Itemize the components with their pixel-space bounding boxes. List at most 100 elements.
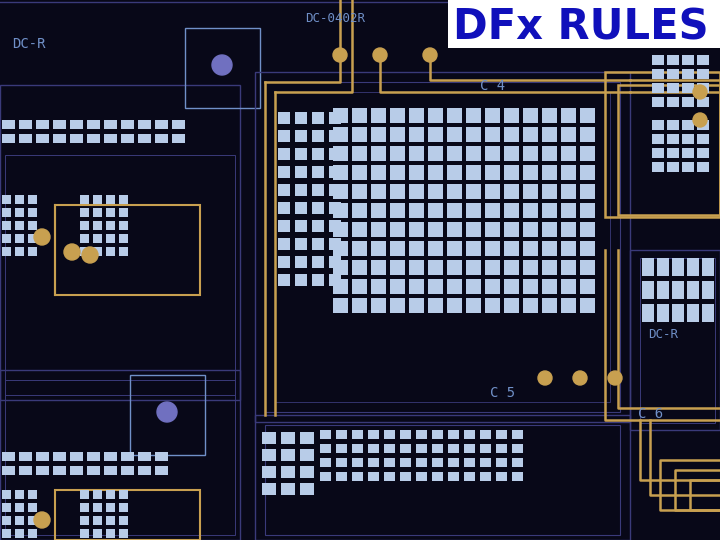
Bar [447, 279, 462, 294]
Bar [697, 120, 709, 130]
Bar [70, 452, 83, 461]
Bar [28, 503, 37, 512]
Bar [371, 184, 386, 199]
Bar [119, 516, 128, 525]
Bar [352, 108, 367, 123]
Bar [352, 260, 367, 275]
Bar [352, 184, 367, 199]
Bar [368, 444, 379, 453]
Bar [333, 108, 348, 123]
Bar [2, 247, 11, 256]
Bar [447, 146, 462, 161]
Bar [2, 516, 11, 525]
Bar [93, 247, 102, 256]
Bar [329, 274, 341, 286]
Bar [504, 184, 519, 199]
Bar [542, 279, 557, 294]
Bar [466, 222, 481, 237]
Bar [561, 127, 576, 142]
Bar [504, 222, 519, 237]
Bar [580, 108, 595, 123]
Bar [333, 184, 348, 199]
Bar [281, 483, 295, 495]
Bar [657, 281, 669, 299]
Bar [28, 234, 37, 243]
Bar [121, 134, 134, 143]
Bar [561, 241, 576, 256]
Bar [428, 146, 443, 161]
Bar [428, 184, 443, 199]
Bar [428, 165, 443, 180]
Bar [561, 165, 576, 180]
Bar [447, 203, 462, 218]
Bar [312, 184, 324, 196]
Bar [2, 221, 11, 230]
Bar [320, 430, 331, 439]
Bar [300, 449, 314, 461]
Bar [672, 304, 684, 322]
Bar [281, 432, 295, 444]
Bar [106, 516, 115, 525]
Bar [496, 472, 507, 481]
Bar [672, 258, 684, 276]
Bar [416, 430, 427, 439]
Bar [504, 241, 519, 256]
Bar [687, 258, 699, 276]
Bar [409, 222, 424, 237]
Bar [682, 83, 694, 93]
Bar [390, 184, 405, 199]
Bar [447, 108, 462, 123]
Bar [400, 430, 411, 439]
Circle shape [538, 371, 552, 385]
Bar [542, 260, 557, 275]
Bar [329, 166, 341, 178]
Bar [28, 208, 37, 217]
Bar [702, 258, 714, 276]
Bar [15, 247, 24, 256]
Bar [428, 203, 443, 218]
Bar [580, 279, 595, 294]
Bar [265, 82, 620, 412]
Circle shape [64, 244, 80, 260]
Bar [542, 127, 557, 142]
Bar [36, 452, 49, 461]
Bar [448, 0, 720, 48]
Bar [542, 165, 557, 180]
Bar [523, 279, 538, 294]
Bar [93, 208, 102, 217]
Bar [642, 304, 654, 322]
Bar [448, 472, 459, 481]
Bar [652, 120, 664, 130]
Bar [523, 108, 538, 123]
Bar [428, 127, 443, 142]
Bar [466, 184, 481, 199]
Text: DC-R: DC-R [648, 328, 678, 341]
Bar [104, 452, 117, 461]
Bar [512, 458, 523, 467]
Bar [5, 380, 235, 535]
Bar [352, 430, 363, 439]
Bar [390, 108, 405, 123]
Bar [352, 222, 367, 237]
Bar [464, 472, 475, 481]
Bar [15, 516, 24, 525]
Bar [448, 444, 459, 453]
Bar [485, 298, 500, 313]
Bar [121, 120, 134, 129]
Bar [618, 85, 720, 215]
Bar [87, 134, 100, 143]
Bar [542, 298, 557, 313]
Bar [329, 112, 341, 124]
Bar [2, 234, 11, 243]
Bar [155, 120, 168, 129]
Circle shape [333, 48, 347, 62]
Circle shape [693, 85, 707, 99]
Bar [119, 503, 128, 512]
Bar [485, 203, 500, 218]
Bar [400, 458, 411, 467]
Bar [466, 127, 481, 142]
Bar [447, 127, 462, 142]
Bar [55, 205, 200, 295]
Bar [255, 415, 630, 540]
Bar [580, 127, 595, 142]
